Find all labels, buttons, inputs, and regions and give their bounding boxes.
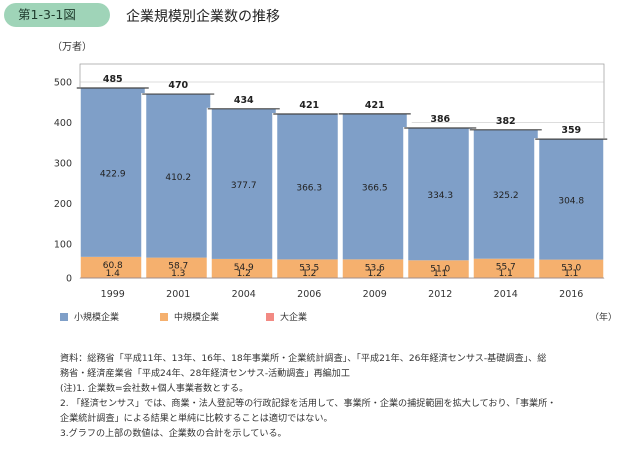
data-label-medium: 53.0: [561, 264, 581, 274]
legend-label-large: 大企業: [280, 313, 308, 323]
data-label-large: 1.1: [564, 269, 578, 279]
bar-small: [473, 129, 538, 259]
data-label-large: 1.2: [237, 269, 251, 279]
legend-item-large: 大企業: [266, 310, 307, 323]
data-label-medium: 54.9: [234, 263, 254, 273]
data-label-large: 1.3: [171, 269, 185, 279]
data-label-medium: 58.7: [168, 262, 188, 272]
bar-medium: [211, 258, 276, 278]
total-label: 382: [496, 116, 516, 127]
data-label-small: 410.2: [165, 173, 191, 183]
total-label: 470: [168, 80, 188, 91]
figure-title: 企業規模別企業数の推移: [126, 9, 280, 25]
data-label-small: 325.2: [493, 191, 519, 201]
legend-item-medium: 中規模企業: [160, 310, 219, 323]
x-axis-unit: （年）: [590, 313, 618, 323]
y-tick-label: 0: [66, 274, 72, 285]
y-axis-label: （万者）: [52, 41, 92, 53]
data-label-medium: 51.0: [430, 264, 450, 274]
stacked-bar-chart: （万者） 0 100 200 300 400 500 1.460.8 422.9 485 1999 1…: [52, 41, 609, 300]
data-label-small: 366.5: [362, 184, 388, 194]
total-label: 386: [430, 114, 450, 125]
bar-medium: [80, 256, 145, 278]
bar-small: [146, 94, 211, 258]
legend-swatch-medium: [160, 313, 168, 321]
x-tick-label: 2014: [494, 289, 518, 300]
bar-medium: [473, 258, 538, 278]
y-tick-label: 100: [54, 240, 72, 251]
bar-medium: [277, 259, 342, 278]
x-tick-label: 2004: [232, 289, 256, 300]
x-tick-label: 2016: [559, 289, 583, 300]
bar-small: [211, 108, 276, 259]
legend-item-small: 小規模企業: [60, 310, 119, 323]
data-label-small: 422.9: [100, 169, 126, 179]
data-label-medium: 60.8: [103, 261, 123, 271]
y-tick-label: 200: [54, 199, 72, 210]
note-line: 務省・経済産業省「平成24年、28年経済センサス‐活動調査」再編加工: [60, 369, 350, 379]
data-label-medium: 53.5: [299, 263, 319, 273]
data-label-large: 1.1: [433, 269, 447, 279]
bar-small: [277, 113, 342, 260]
bar-medium: [539, 259, 604, 278]
total-label: 485: [103, 74, 123, 85]
data-label-large: 1.2: [368, 269, 382, 279]
figure-header: 第1-3-1図 企業規模別企業数の推移: [4, 3, 632, 29]
x-tick-label: 2009: [363, 289, 387, 300]
y-tick-label: 400: [54, 118, 72, 129]
total-label: 359: [561, 125, 581, 136]
data-label-small: 366.3: [296, 184, 322, 194]
y-tick-label: 300: [54, 159, 72, 170]
total-label: 434: [234, 95, 254, 106]
figure-label: 第1-3-1図: [4, 3, 110, 27]
data-label-medium: 53.6: [365, 263, 385, 273]
x-tick-label: 2006: [297, 289, 321, 300]
legend-swatch-small: [60, 313, 68, 321]
x-tick-label: 2012: [428, 289, 452, 300]
note-line: (注)1. 企業数=会社数+個人事業者数とする。: [60, 384, 249, 394]
bar-medium: [146, 257, 211, 278]
bar-small: [539, 139, 604, 260]
legend-swatch-large: [266, 313, 274, 321]
data-label-large: 1.1: [499, 269, 513, 279]
bar-medium: [342, 259, 407, 278]
data-label-large: 1.2: [302, 269, 316, 279]
note-line: 資料：総務省「平成11年、13年、16年、18年事業所・企業統計調査」、「平成2…: [60, 354, 547, 364]
x-tick-label: 2001: [166, 289, 190, 300]
legend-label-small: 小規模企業: [74, 313, 120, 323]
note-line: 3.グラフの上部の数値は、企業数の合計を示している。: [60, 429, 287, 439]
source-notes: 資料：総務省「平成11年、13年、16年、18年事業所・企業統計調査」、「平成2…: [60, 352, 626, 442]
bar-small: [80, 88, 145, 257]
note-line: 2. 「経済センサス」では、商業・法人登記等の行政記録を活用して、事業所・企業の…: [60, 399, 557, 409]
data-label-small: 377.7: [231, 181, 257, 191]
data-label-small: 334.3: [427, 191, 453, 201]
note-line: 企業統計調査」による結果と単純に比較することは適切ではない。: [60, 414, 333, 424]
total-label: 421: [299, 100, 319, 111]
data-label-small: 304.8: [558, 196, 584, 206]
legend-label-medium: 中規模企業: [174, 313, 220, 323]
bar-small: [408, 128, 473, 261]
y-tick-label: 500: [54, 78, 72, 89]
x-tick-label: 1999: [101, 289, 125, 300]
bar-medium: [408, 260, 473, 278]
data-label-large: 1.4: [106, 269, 121, 279]
data-label-medium: 55.7: [496, 263, 516, 273]
total-label: 421: [365, 100, 385, 111]
bar-small: [342, 113, 407, 260]
